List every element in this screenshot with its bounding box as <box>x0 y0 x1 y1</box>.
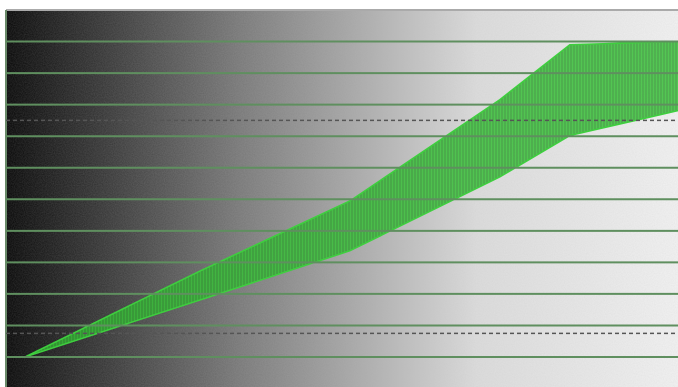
upper-edge <box>24 40 678 358</box>
lower-edge <box>24 109 678 358</box>
signal-band <box>24 41 678 358</box>
plot <box>6 40 678 359</box>
